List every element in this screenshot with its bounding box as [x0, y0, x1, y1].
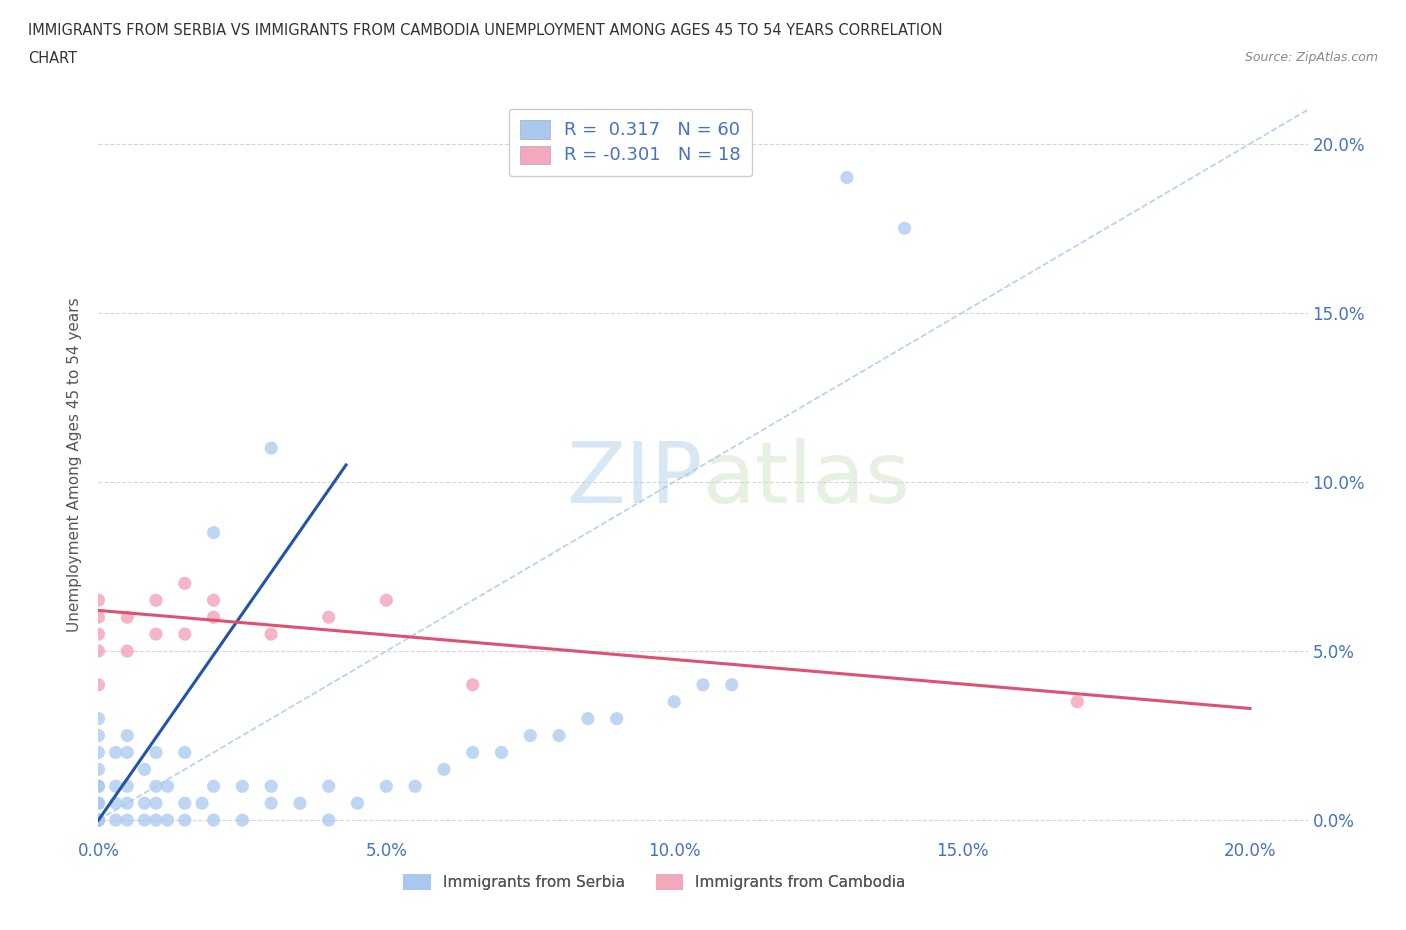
Point — [145, 627, 167, 642]
Point — [87, 745, 110, 760]
Point — [576, 711, 599, 726]
Point — [145, 796, 167, 811]
Y-axis label: Unemployment Among Ages 45 to 54 years: Unemployment Among Ages 45 to 54 years — [67, 298, 83, 632]
Text: atlas: atlas — [703, 438, 911, 522]
Point — [145, 745, 167, 760]
Point — [202, 592, 225, 607]
Text: ZIP: ZIP — [567, 438, 703, 522]
Point — [318, 813, 340, 828]
Point — [87, 644, 110, 658]
Point — [87, 762, 110, 777]
Point — [720, 677, 742, 692]
Point — [115, 610, 138, 625]
Point — [115, 796, 138, 811]
Point — [491, 745, 513, 760]
Point — [87, 813, 110, 828]
Point — [231, 778, 253, 793]
Point — [115, 778, 138, 793]
Point — [173, 796, 195, 811]
Text: Source: ZipAtlas.com: Source: ZipAtlas.com — [1244, 51, 1378, 64]
Point — [346, 796, 368, 811]
Point — [202, 525, 225, 540]
Point — [318, 610, 340, 625]
Point — [134, 762, 156, 777]
Point — [145, 778, 167, 793]
Point — [404, 778, 426, 793]
Point — [87, 610, 110, 625]
Point — [835, 170, 858, 185]
Point — [606, 711, 628, 726]
Point — [104, 796, 127, 811]
Point — [1066, 695, 1088, 710]
Point — [548, 728, 571, 743]
Point — [87, 627, 110, 642]
Point — [173, 813, 195, 828]
Point — [115, 813, 138, 828]
Point — [461, 677, 484, 692]
Point — [202, 610, 225, 625]
Point — [202, 778, 225, 793]
Point — [893, 220, 915, 235]
Point — [134, 813, 156, 828]
Point — [87, 728, 110, 743]
Point — [104, 813, 127, 828]
Point — [87, 778, 110, 793]
Point — [260, 441, 283, 456]
Point — [173, 576, 195, 591]
Point — [87, 592, 110, 607]
Point — [87, 796, 110, 811]
Point — [87, 711, 110, 726]
Point — [104, 778, 127, 793]
Point — [115, 745, 138, 760]
Text: CHART: CHART — [28, 51, 77, 66]
Point — [145, 813, 167, 828]
Point — [115, 728, 138, 743]
Point — [87, 813, 110, 828]
Point — [519, 728, 541, 743]
Point — [104, 745, 127, 760]
Point — [260, 778, 283, 793]
Point — [664, 695, 686, 710]
Point — [87, 813, 110, 828]
Point — [375, 592, 398, 607]
Point — [288, 796, 311, 811]
Point — [173, 627, 195, 642]
Point — [318, 778, 340, 793]
Point — [87, 677, 110, 692]
Point — [87, 796, 110, 811]
Point — [173, 745, 195, 760]
Text: IMMIGRANTS FROM SERBIA VS IMMIGRANTS FROM CAMBODIA UNEMPLOYMENT AMONG AGES 45 TO: IMMIGRANTS FROM SERBIA VS IMMIGRANTS FRO… — [28, 23, 943, 38]
Point — [375, 778, 398, 793]
Point — [156, 778, 179, 793]
Point — [433, 762, 456, 777]
Point — [156, 813, 179, 828]
Legend: Immigrants from Serbia, Immigrants from Cambodia: Immigrants from Serbia, Immigrants from … — [398, 868, 912, 897]
Point — [87, 813, 110, 828]
Point — [87, 778, 110, 793]
Point — [231, 813, 253, 828]
Point — [692, 677, 714, 692]
Point — [145, 592, 167, 607]
Point — [115, 644, 138, 658]
Point — [461, 745, 484, 760]
Point — [202, 813, 225, 828]
Point — [260, 627, 283, 642]
Point — [260, 796, 283, 811]
Point — [191, 796, 214, 811]
Point — [134, 796, 156, 811]
